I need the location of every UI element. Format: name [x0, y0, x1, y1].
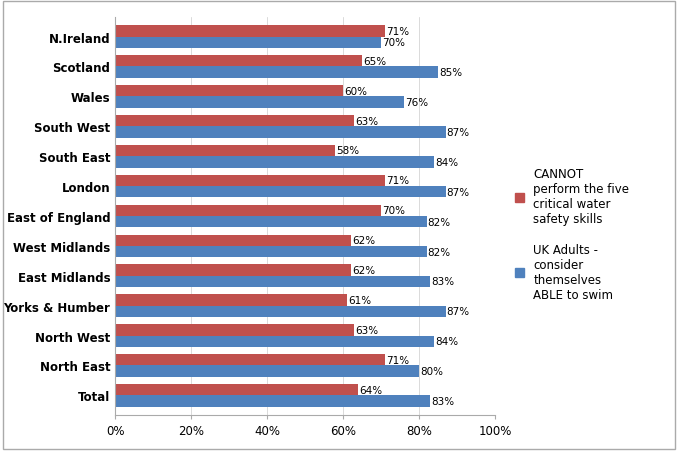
Text: 63%: 63%: [355, 325, 379, 335]
Bar: [115, 187, 445, 198]
Text: 87%: 87%: [447, 187, 470, 197]
Bar: [115, 56, 362, 67]
Text: 84%: 84%: [435, 157, 458, 167]
Text: 70%: 70%: [382, 38, 405, 48]
Text: 71%: 71%: [386, 27, 409, 37]
Text: 83%: 83%: [431, 277, 455, 287]
Bar: [115, 235, 351, 246]
Bar: [115, 26, 385, 37]
Text: 61%: 61%: [348, 295, 371, 305]
Bar: [115, 354, 385, 366]
Bar: [115, 384, 358, 396]
Bar: [115, 336, 434, 347]
Bar: [115, 146, 336, 157]
Bar: [115, 366, 419, 377]
Text: 60%: 60%: [344, 87, 367, 97]
Bar: [115, 37, 381, 49]
Bar: [115, 325, 355, 336]
Text: 62%: 62%: [352, 266, 375, 276]
Text: 71%: 71%: [386, 176, 409, 186]
Bar: [115, 246, 426, 258]
Text: 82%: 82%: [428, 217, 451, 227]
Text: 70%: 70%: [382, 206, 405, 216]
Text: 76%: 76%: [405, 98, 428, 108]
Bar: [115, 175, 385, 187]
Bar: [115, 86, 343, 97]
Text: 63%: 63%: [355, 116, 379, 126]
Bar: [115, 276, 431, 287]
Text: 62%: 62%: [352, 236, 375, 246]
Text: 58%: 58%: [336, 146, 360, 156]
Text: 87%: 87%: [447, 307, 470, 317]
Bar: [115, 216, 426, 228]
Text: 84%: 84%: [435, 336, 458, 346]
Bar: [115, 295, 347, 306]
Bar: [115, 157, 434, 168]
Text: 71%: 71%: [386, 355, 409, 365]
Bar: [115, 265, 351, 276]
Bar: [115, 115, 355, 127]
Bar: [115, 306, 445, 318]
Bar: [115, 67, 438, 78]
Text: 83%: 83%: [431, 396, 455, 406]
Text: 65%: 65%: [363, 57, 386, 67]
Bar: [115, 97, 404, 108]
Bar: [115, 205, 381, 216]
Bar: [115, 127, 445, 138]
Text: 80%: 80%: [420, 366, 443, 376]
Text: 82%: 82%: [428, 247, 451, 257]
Bar: [115, 396, 431, 407]
Text: 64%: 64%: [359, 385, 382, 395]
Legend: CANNOT
perform the five
critical water
safety skills, UK Adults -
consider
thems: CANNOT perform the five critical water s…: [511, 164, 633, 305]
Text: 85%: 85%: [439, 68, 462, 78]
Text: 87%: 87%: [447, 128, 470, 138]
